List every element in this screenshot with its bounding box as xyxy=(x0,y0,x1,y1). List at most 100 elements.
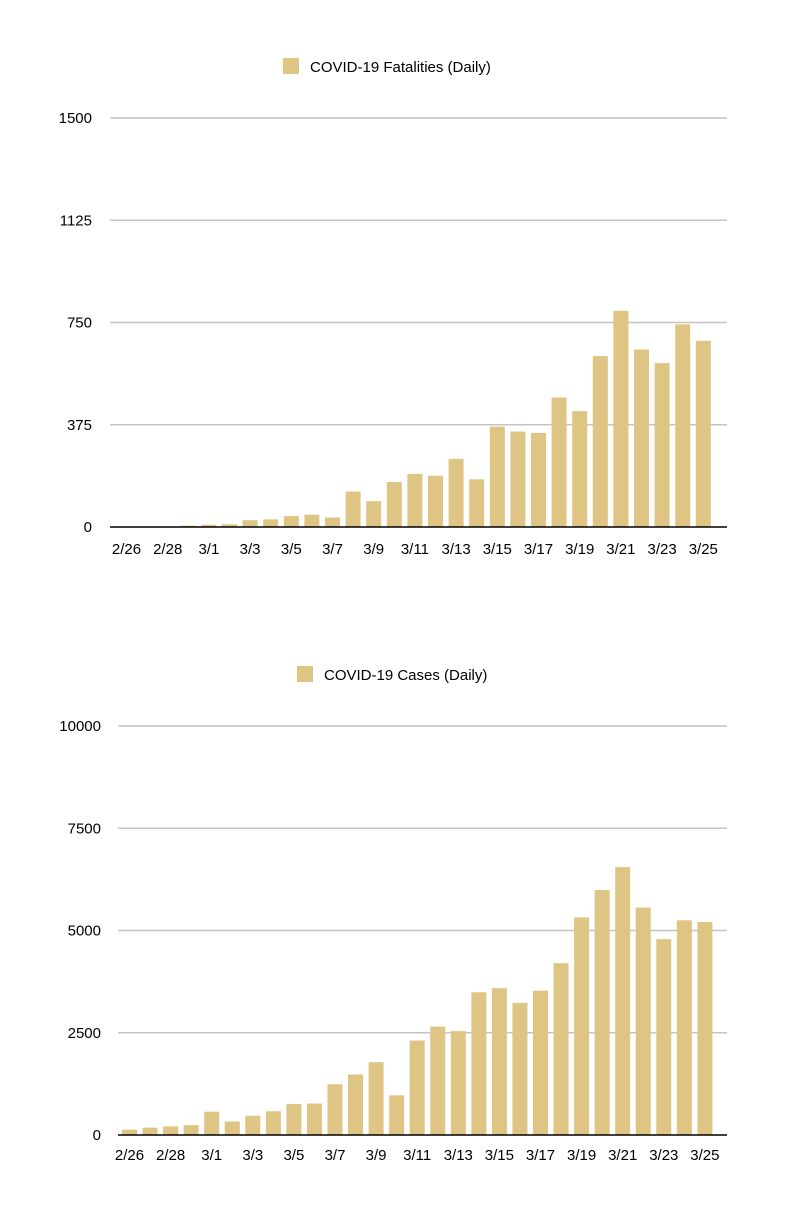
cases-bar-3-14 xyxy=(471,992,487,1135)
fatalities-x-tick-label: 3/9 xyxy=(363,541,384,558)
cases-x-tick-label: 2/28 xyxy=(156,1147,185,1164)
cases-bar-3-15 xyxy=(491,988,507,1135)
cases-bar-2-26 xyxy=(122,1129,137,1135)
fatalities-bar-3-19 xyxy=(572,411,588,527)
cases-y-tick-label: 0 xyxy=(93,1127,101,1144)
cases-x-tick-label: 3/1 xyxy=(201,1147,222,1164)
fatalities-bar-3-4 xyxy=(263,519,279,527)
fatalities-chart: 0 375 750 1125 1500 2/26 2/28 3/1 3/3 3/5 3/7 3/9 3… xyxy=(59,58,727,558)
fatalities-bar-3-16 xyxy=(510,431,526,527)
fatalities-bar-3-5 xyxy=(283,516,299,527)
cases-bar-3-21 xyxy=(615,867,631,1135)
fatalities-x-tick-label: 3/13 xyxy=(441,541,470,558)
fatalities-bar-3-2 xyxy=(222,524,237,527)
fatalities-y-tick-labels: 0 375 750 1125 1500 xyxy=(59,110,92,536)
cases-bar-3-13 xyxy=(450,1031,466,1135)
cases-bar-2-27 xyxy=(142,1127,158,1135)
fatalities-bar-3-14 xyxy=(469,479,485,527)
cases-bar-3-9 xyxy=(368,1062,384,1135)
cases-x-tick-label: 3/25 xyxy=(690,1147,719,1164)
fatalities-bar-3-7 xyxy=(325,517,340,527)
cases-x-tick-label: 3/13 xyxy=(444,1147,473,1164)
fatalities-bar-3-21 xyxy=(613,310,629,527)
cases-bar-3-10 xyxy=(389,1095,405,1135)
cases-x-tick-label: 3/9 xyxy=(366,1147,387,1164)
cases-x-tick-labels: 2/26 2/28 3/1 3/3 3/5 3/7 3/9 3/11 3/13 3/15 3/17 3… xyxy=(115,1147,720,1164)
fatalities-bar-3-9 xyxy=(366,501,382,527)
cases-bar-3-7 xyxy=(327,1084,343,1135)
fatalities-bars xyxy=(139,310,711,527)
fatalities-legend-label: COVID-19 Fatalities (Daily) xyxy=(310,59,491,76)
fatalities-x-tick-label: 3/5 xyxy=(281,541,302,558)
cases-bar-3-19 xyxy=(574,917,590,1135)
cases-x-tick-label: 2/26 xyxy=(115,1147,144,1164)
cases-x-tick-label: 3/23 xyxy=(649,1147,678,1164)
cases-x-tick-label: 3/17 xyxy=(526,1147,555,1164)
cases-x-tick-label: 3/5 xyxy=(283,1147,304,1164)
cases-bar-3-6 xyxy=(306,1103,322,1135)
cases-x-tick-label: 3/7 xyxy=(325,1147,346,1164)
cases-bar-3-11 xyxy=(409,1040,425,1135)
fatalities-x-tick-label: 3/23 xyxy=(647,541,676,558)
fatalities-x-tick-label: 3/15 xyxy=(483,541,512,558)
cases-y-tick-label: 5000 xyxy=(68,923,101,940)
fatalities-bar-3-25 xyxy=(695,340,711,527)
cases-x-tick-label: 3/3 xyxy=(242,1147,263,1164)
fatalities-y-tick-label: 1500 xyxy=(59,110,92,127)
fatalities-bar-3-12 xyxy=(428,475,443,527)
cases-bar-3-23 xyxy=(656,939,672,1135)
fatalities-x-tick-label: 3/25 xyxy=(689,541,718,558)
cases-bar-3-25 xyxy=(697,921,713,1135)
cases-legend: COVID-19 Cases (Daily) xyxy=(297,666,487,684)
cases-bar-3-16 xyxy=(512,1002,528,1135)
cases-bar-3-20 xyxy=(594,890,610,1135)
fatalities-x-tick-label: 3/17 xyxy=(524,541,553,558)
fatalities-bar-3-10 xyxy=(386,482,402,527)
fatalities-x-tick-label: 3/11 xyxy=(401,541,429,558)
cases-bars xyxy=(122,867,713,1135)
cases-bar-3-5 xyxy=(286,1103,302,1135)
cases-gridlines xyxy=(118,725,727,1034)
fatalities-x-tick-label: 3/3 xyxy=(240,541,261,558)
fatalities-bar-3-24 xyxy=(675,324,691,527)
cases-y-tick-label: 10000 xyxy=(59,718,101,735)
fatalities-bar-3-22 xyxy=(634,349,649,527)
cases-bar-3-4 xyxy=(265,1111,281,1135)
cases-y-tick-label: 2500 xyxy=(68,1025,101,1042)
fatalities-x-tick-label: 3/7 xyxy=(322,541,343,558)
cases-y-tick-label: 7500 xyxy=(68,820,101,837)
cases-bar-3-8 xyxy=(348,1074,364,1135)
fatalities-bar-3-20 xyxy=(592,356,608,527)
fatalities-bar-3-15 xyxy=(489,426,505,527)
fatalities-bar-3-23 xyxy=(654,363,670,527)
fatalities-bar-3-11 xyxy=(407,473,423,527)
fatalities-bar-3-3 xyxy=(242,520,258,527)
cases-legend-label: COVID-19 Cases (Daily) xyxy=(324,667,487,684)
fatalities-y-tick-label: 1125 xyxy=(60,212,92,229)
fatalities-x-tick-label: 3/1 xyxy=(198,541,219,558)
fatalities-legend-swatch xyxy=(283,58,299,74)
cases-chart: 0 2500 5000 7500 10000 2/26 2/28 3/1 3/3 3/5 3/7 3… xyxy=(59,666,727,1164)
cases-bar-3-3 xyxy=(245,1115,261,1135)
fatalities-bar-3-13 xyxy=(448,458,464,527)
fatalities-x-tick-label: 2/28 xyxy=(153,541,182,558)
cases-x-tick-label: 3/21 xyxy=(608,1147,637,1164)
fatalities-bar-3-17 xyxy=(531,432,546,527)
cases-bar-3-2 xyxy=(224,1121,240,1135)
cases-x-tick-label: 3/15 xyxy=(485,1147,514,1164)
cases-bar-2-28 xyxy=(163,1126,179,1135)
cases-x-tick-label: 3/19 xyxy=(567,1147,596,1164)
cases-bar-3-17 xyxy=(533,990,548,1135)
fatalities-bar-3-6 xyxy=(304,514,320,527)
cases-legend-swatch xyxy=(297,666,313,682)
fatalities-x-tick-labels: 2/26 2/28 3/1 3/3 3/5 3/7 3/9 3/11 3/13 3/15 3/17 3… xyxy=(112,541,718,558)
fatalities-y-tick-label: 375 xyxy=(67,417,92,434)
fatalities-y-tick-label: 0 xyxy=(84,519,92,536)
fatalities-x-tick-label: 2/26 xyxy=(112,541,141,558)
fatalities-bar-3-8 xyxy=(345,491,361,527)
fatalities-bar-3-18 xyxy=(551,397,567,527)
fatalities-x-tick-label: 3/19 xyxy=(565,541,594,558)
cases-bar-3-22 xyxy=(635,907,651,1135)
cases-bar-3-1 xyxy=(204,1111,220,1135)
